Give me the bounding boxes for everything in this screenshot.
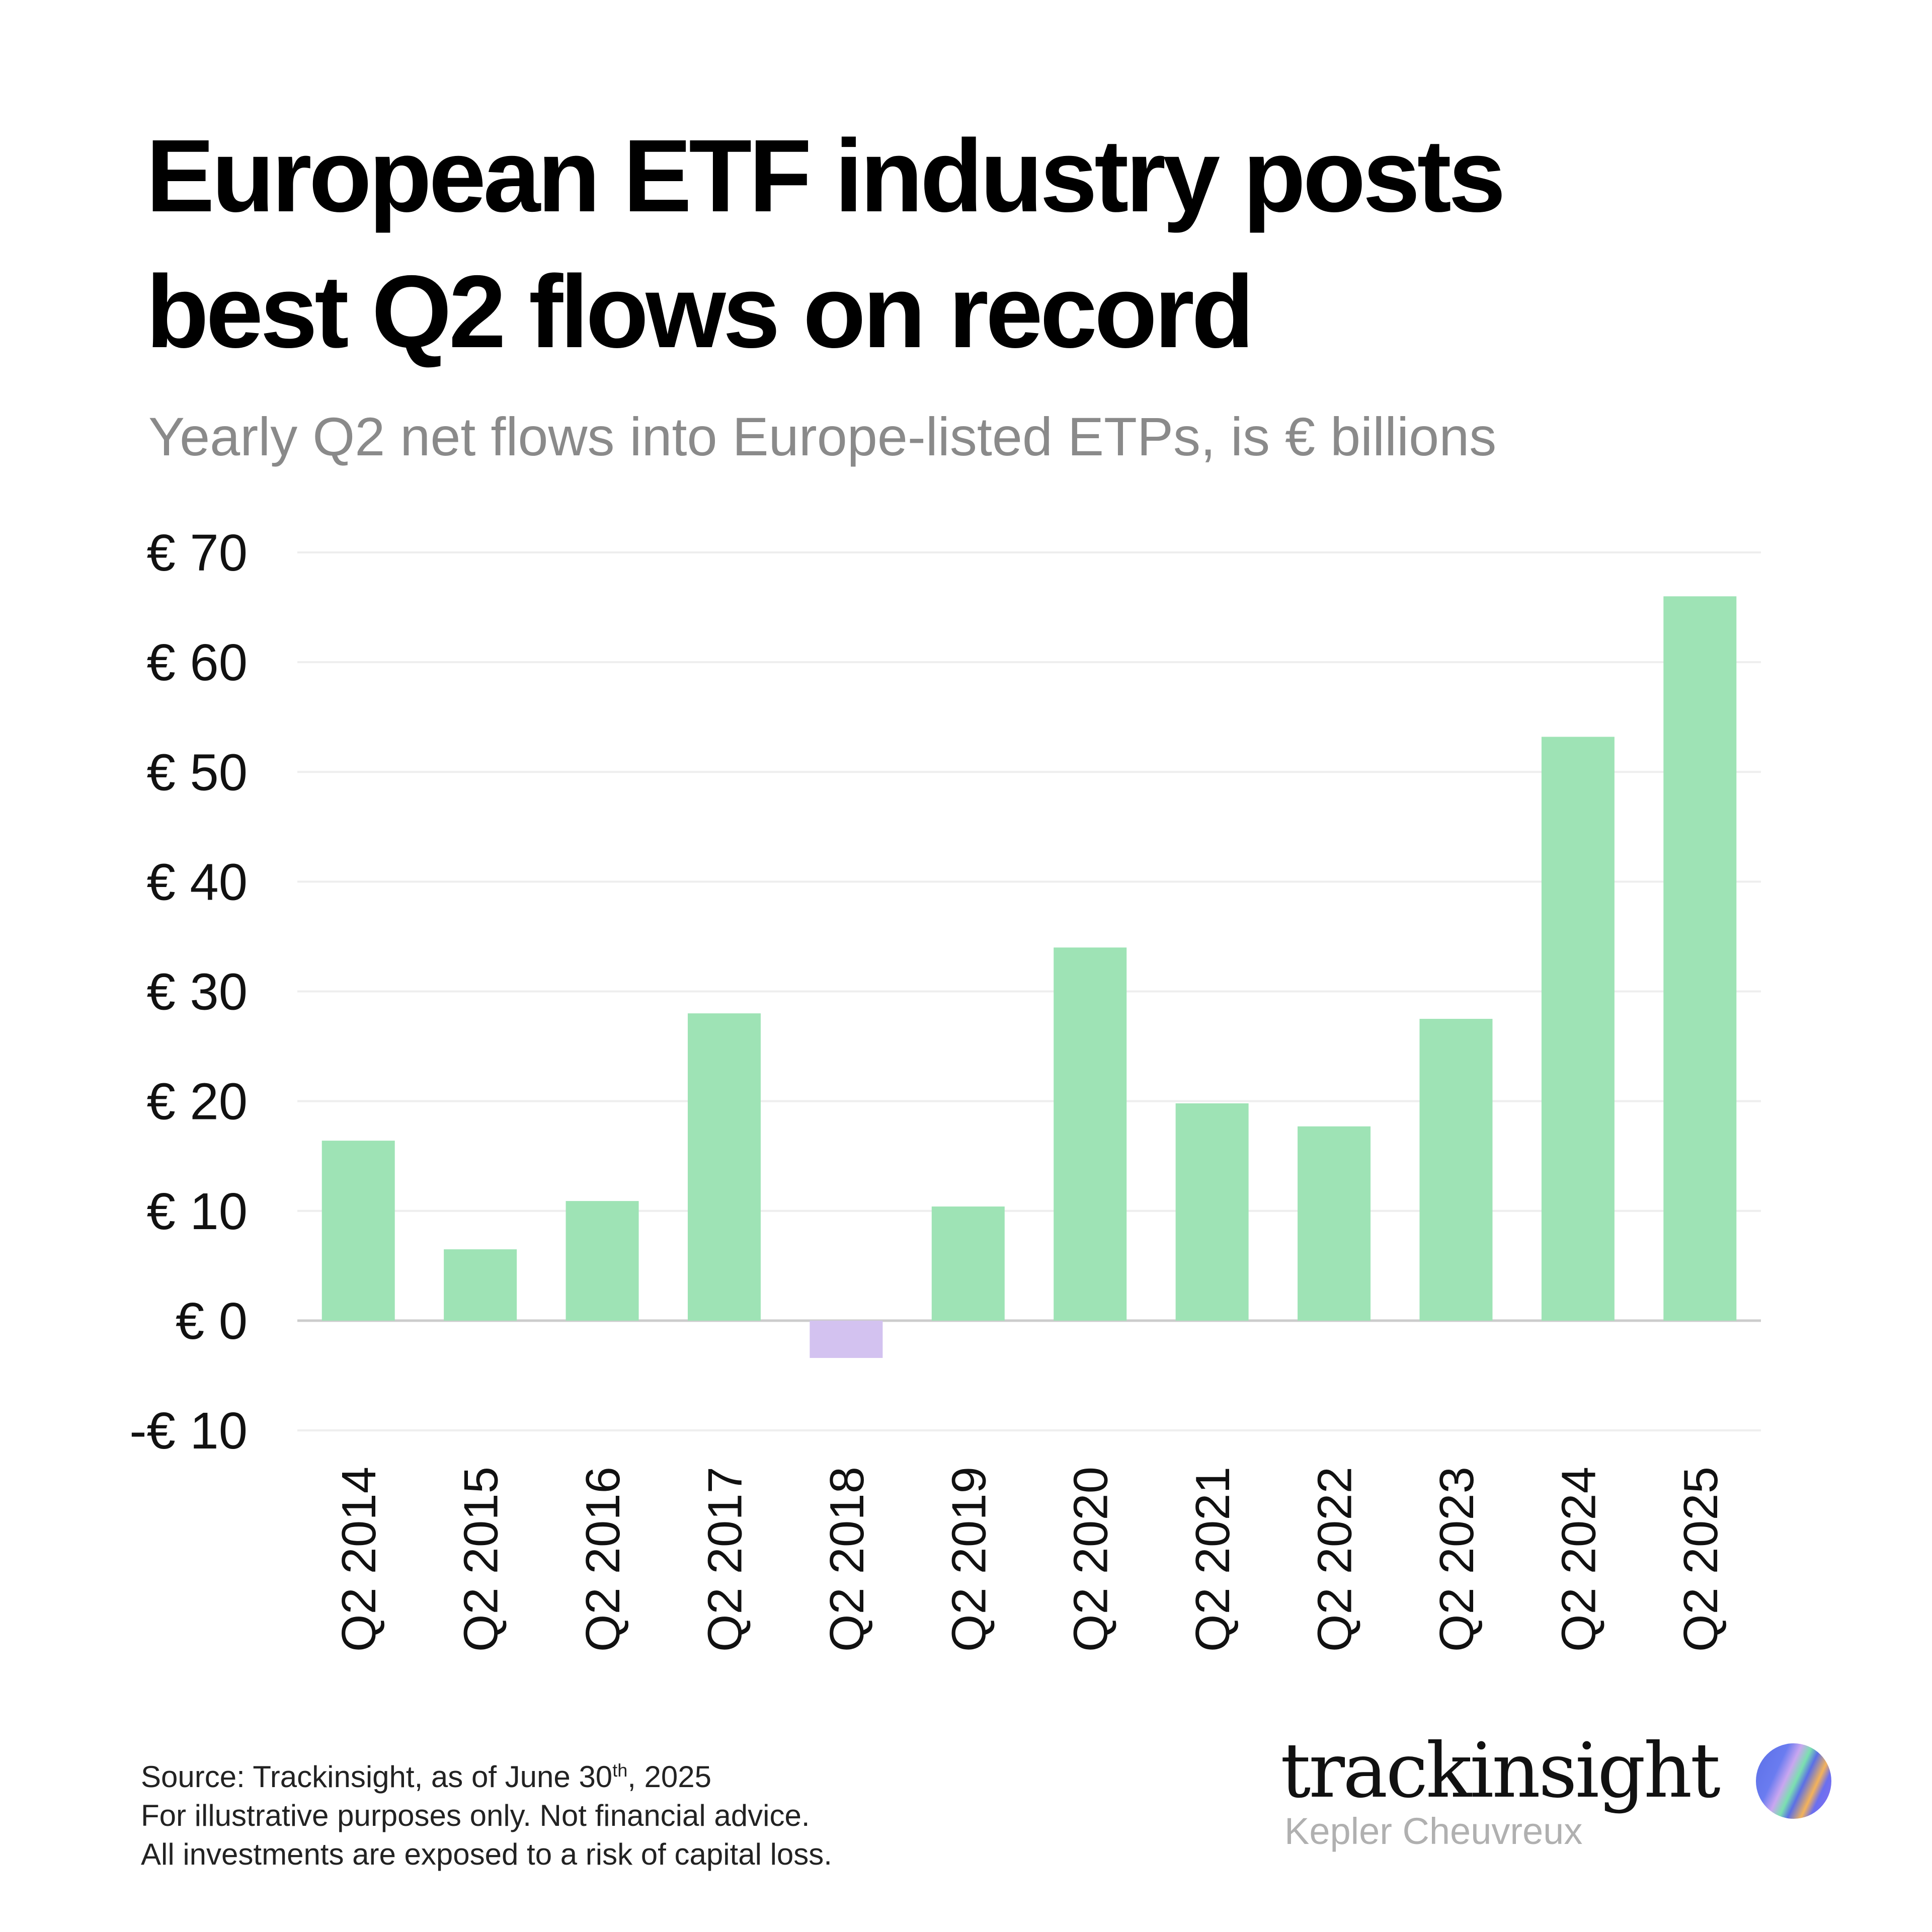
footer-notes: Source: Trackinsight, as of June 30th, 2… [141,1751,832,1874]
bar [1541,737,1615,1321]
x-tick-label: Q2 2015 [454,1467,508,1652]
x-tick-label: Q2 2021 [1186,1467,1240,1652]
x-tick-label: Q2 2016 [576,1467,630,1652]
y-tick-label: € 60 [147,633,248,691]
y-tick-label: € 20 [147,1073,248,1131]
bar [1419,1019,1493,1321]
bar [321,1141,395,1321]
x-tick-label: Q2 2022 [1308,1467,1362,1652]
bar [1175,1103,1249,1321]
x-tick-label: Q2 2023 [1430,1467,1484,1652]
y-tick-label: € 50 [147,743,248,801]
source-year: , 2025 [627,1760,712,1794]
risk-line: All investments are exposed to a risk of… [141,1837,832,1871]
bar [444,1249,517,1321]
bar [566,1201,639,1321]
y-tick-label: € 70 [147,524,248,582]
y-tick-label: € 0 [176,1292,248,1350]
source-sup: th [612,1760,628,1781]
x-tick-label: Q2 2025 [1674,1467,1728,1652]
logo-wordmark: trackinsight [1280,1727,1721,1815]
chart-title: European ETF industry posts best Q2 flow… [146,108,1506,380]
logo-orb-icon [1756,1743,1831,1819]
x-tick-label: Q2 2019 [942,1467,996,1652]
chart-subtitle: Yearly Q2 net flows into Europe-listed E… [148,406,1497,467]
x-tick-label: Q2 2024 [1552,1467,1605,1652]
y-tick-label: € 40 [147,853,248,911]
bar [1054,947,1127,1321]
logo-partner: Kepler Cheuvreux [1284,1810,1583,1852]
bar [810,1320,883,1358]
source-text: Source: Trackinsight, as of June 30 [141,1760,613,1794]
y-tick-label: -€ 10 [129,1402,248,1460]
x-tick-label: Q2 2014 [332,1467,386,1652]
x-tick-label: Q2 2018 [820,1467,874,1652]
title-line-1: European ETF industry posts [146,118,1506,233]
title-line-2: best Q2 flows on record [146,254,1254,369]
bar [687,1013,761,1321]
trackinsight-logo: trackinsight Kepler Cheuvreux [1280,1727,1721,1852]
bar [1298,1126,1371,1321]
x-tick-label: Q2 2020 [1064,1467,1118,1652]
bar [1663,596,1737,1321]
source-note: Source: Trackinsight, as of June 30th, 2… [141,1751,832,1796]
y-tick-label: € 30 [147,963,248,1021]
bar [931,1206,1005,1321]
y-tick-label: € 10 [147,1182,248,1240]
disclaimer-line: For illustrative purposes only. Not fina… [141,1799,810,1832]
x-tick-label: Q2 2017 [698,1467,752,1652]
